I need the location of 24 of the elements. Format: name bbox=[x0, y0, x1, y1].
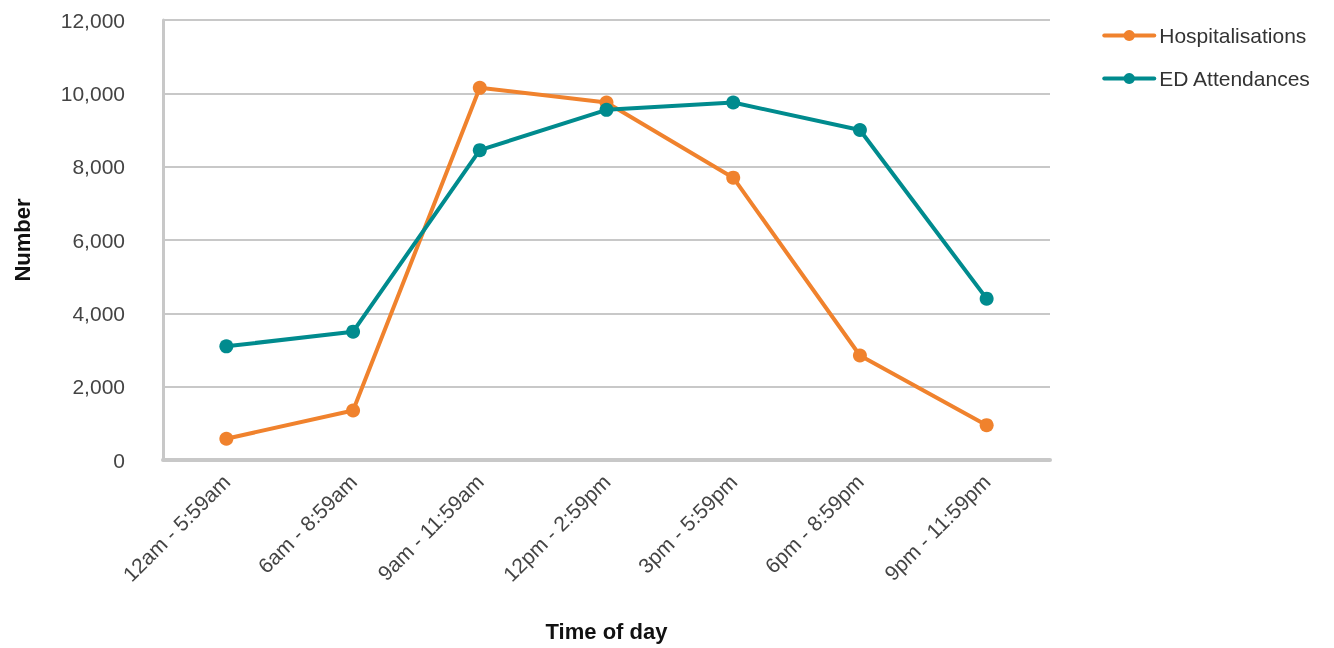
point bbox=[346, 324, 361, 339]
point bbox=[472, 143, 487, 158]
y-tick-label: 0 bbox=[113, 448, 125, 472]
y-tick-label: 8,000 bbox=[72, 155, 125, 179]
y-tick-label: 4,000 bbox=[72, 301, 125, 325]
point bbox=[979, 418, 994, 433]
legend-label: Hospitalisations bbox=[1159, 24, 1307, 47]
point bbox=[979, 291, 994, 306]
y-tick-label: 2,000 bbox=[72, 375, 125, 399]
point bbox=[726, 170, 741, 185]
point bbox=[599, 102, 614, 117]
x-axis-title: Time of day bbox=[545, 618, 669, 644]
point bbox=[852, 123, 867, 137]
legend-label: ED Attendances bbox=[1159, 67, 1310, 90]
point bbox=[219, 339, 234, 354]
point bbox=[852, 348, 867, 363]
point bbox=[346, 403, 361, 418]
point bbox=[726, 95, 741, 110]
y-tick-label: 6,000 bbox=[72, 228, 125, 252]
y-axis-title: Number bbox=[9, 198, 35, 282]
y-tick-label: 12,000 bbox=[60, 8, 125, 32]
point bbox=[472, 80, 487, 95]
point bbox=[219, 431, 234, 446]
y-tick-label: 10,000 bbox=[60, 81, 125, 105]
